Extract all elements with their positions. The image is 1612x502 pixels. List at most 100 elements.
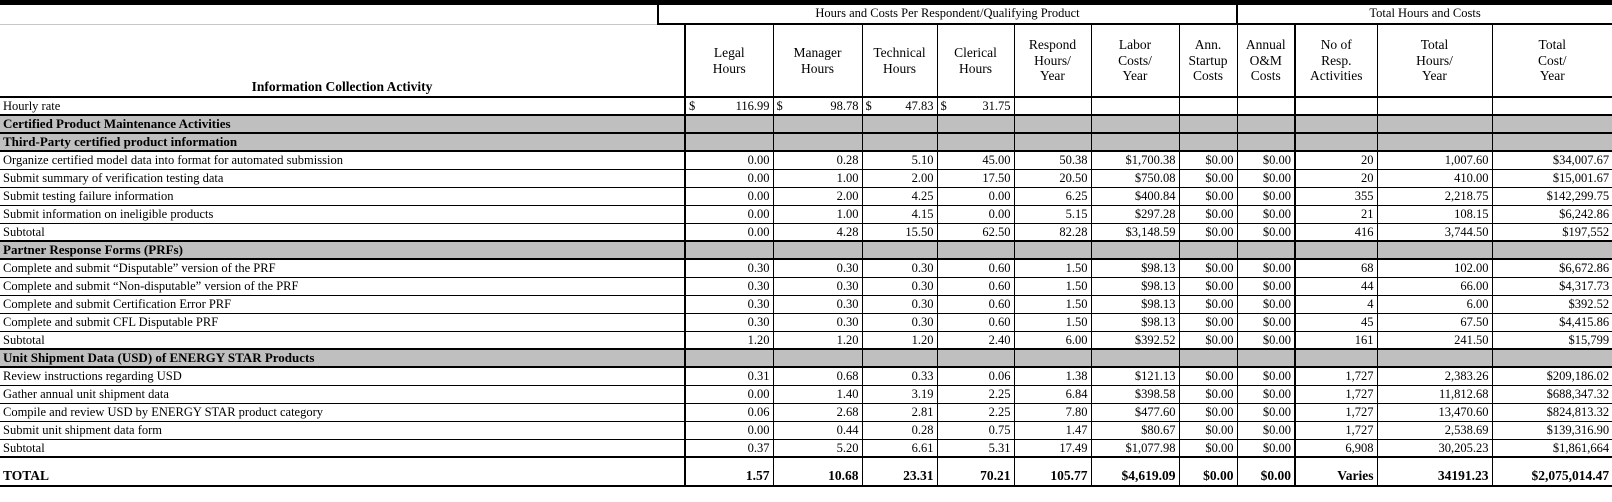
subsection-header-2-cell-1 (772, 349, 862, 368)
group-header-per-respondent: Hours and Costs Per Respondent/Qualifyin… (657, 5, 1237, 25)
activity-label: Submit testing failure information (0, 187, 685, 206)
table-row: Submit summary of verification testing d… (0, 169, 1612, 188)
top-rule (0, 0, 1612, 5)
activity-0-0-cell-8: 20 (1294, 151, 1377, 170)
subsection-header-2-cell-8 (1294, 349, 1377, 368)
subtotal-0-cell-8: 416 (1294, 223, 1377, 242)
activity-1-0-cell-2: 0.30 (861, 259, 937, 278)
burden-table: Hours and Costs Per Respondent/Qualifyin… (0, 0, 1612, 487)
subtotal-1-cell-5: $392.52 (1090, 331, 1179, 350)
grand-total-row: TOTAL 1.57 10.68 23.31 70.21 105.77 $4,619.09 $… (0, 464, 1612, 487)
subsection-header-2-cell-0 (684, 349, 773, 368)
table-row: Review instructions regarding USD 0.31 0.6… (0, 367, 1612, 386)
subsection-header-0-cell-9 (1376, 133, 1492, 152)
subtotal-label-1: Subtotal (0, 331, 685, 350)
column-header-row: Information Collection Activity Legal Hour… (0, 24, 1612, 98)
grand-total-cell-8: Varies (1294, 464, 1377, 487)
table-row: Gather annual unit shipment data 0.00 1.40… (0, 385, 1612, 404)
activity-1-1-cell-2: 0.30 (861, 277, 937, 296)
activity-1-1-cell-3: 0.60 (936, 277, 1014, 296)
column-header-1: Manager Hours (772, 24, 862, 98)
activity-0-2-cell-6: $0.00 (1178, 187, 1237, 206)
activity-0-0-cell-4: 50.38 (1013, 151, 1091, 170)
hourly-rate-row: Hourly rate $116.99 $98.78 $47.83 $31.75 (0, 97, 1612, 116)
activity-0-2-cell-7: $0.00 (1236, 187, 1295, 206)
column-header-4: Respond Hours/Year (1013, 24, 1091, 98)
subsection-header-0-cell-1 (772, 133, 862, 152)
hourly-rate-cell-0: $116.99 (684, 97, 773, 116)
subsection-header-0-cell-3 (936, 133, 1014, 152)
activity-2-2-cell-0: 0.06 (684, 403, 773, 422)
column-header-3: Clerical Hours (936, 24, 1014, 98)
activity-1-0-cell-6: $0.00 (1178, 259, 1237, 278)
activity-label: Complete and submit Certification Error … (0, 295, 685, 314)
activity-1-3-cell-8: 45 (1294, 313, 1377, 332)
subsection-header-1-cell-4 (1013, 241, 1091, 260)
activity-1-1-cell-10: $4,317.73 (1491, 277, 1612, 296)
activity-0-2-cell-10: $142,299.75 (1491, 187, 1612, 206)
total-spacer-cell-4 (1013, 457, 1091, 464)
subsection-header-0-cell-5 (1090, 133, 1179, 152)
hourly-rate-cell-5 (1090, 97, 1179, 116)
activity-label: Submit information on ineligible product… (0, 205, 685, 224)
hourly-rate-cell-1: $98.78 (772, 97, 862, 116)
subsection-title-0: Third-Party certified product informatio… (0, 133, 685, 152)
activity-0-1-cell-7: $0.00 (1236, 169, 1295, 188)
table-row: Compile and review USD by ENERGY STAR pr… (0, 403, 1612, 422)
activity-0-2-cell-4: 6.25 (1013, 187, 1091, 206)
activity-2-0-cell-8: 1,727 (1294, 367, 1377, 386)
hourly-rate-cell-4 (1013, 97, 1091, 116)
subtotal-1-cell-4: 6.00 (1013, 331, 1091, 350)
activity-0-0-cell-3: 45.00 (936, 151, 1014, 170)
subsection-header-row: Third-Party certified product informatio… (0, 133, 1612, 152)
activity-2-3-cell-3: 0.75 (936, 421, 1014, 440)
activity-1-0-cell-1: 0.30 (772, 259, 862, 278)
activity-1-3-cell-6: $0.00 (1178, 313, 1237, 332)
activity-1-3-cell-4: 1.50 (1013, 313, 1091, 332)
activity-1-1-cell-6: $0.00 (1178, 277, 1237, 296)
activity-0-1-cell-9: 410.00 (1376, 169, 1492, 188)
subsection-header-0-cell-4 (1013, 133, 1091, 152)
subtotal-1-cell-0: 1.20 (684, 331, 773, 350)
activity-2-0-cell-10: $209,186.02 (1491, 367, 1612, 386)
activity-0-3-cell-9: 108.15 (1376, 205, 1492, 224)
subsection-header-2-cell-10 (1491, 349, 1612, 368)
grand-total-cell-4: 105.77 (1013, 464, 1091, 487)
total-spacer-cell-7 (1236, 457, 1295, 464)
total-spacer-cell-3 (936, 457, 1014, 464)
activity-0-3-cell-0: 0.00 (684, 205, 773, 224)
activity-1-3-cell-7: $0.00 (1236, 313, 1295, 332)
activity-1-2-cell-2: 0.30 (861, 295, 937, 314)
activity-1-1-cell-5: $98.13 (1090, 277, 1179, 296)
activity-1-2-cell-6: $0.00 (1178, 295, 1237, 314)
activity-0-2-cell-0: 0.00 (684, 187, 773, 206)
activity-0-1-cell-8: 20 (1294, 169, 1377, 188)
activity-2-0-cell-5: $121.13 (1090, 367, 1179, 386)
column-header-activity: Information Collection Activity (0, 24, 685, 98)
activity-2-2-cell-2: 2.81 (861, 403, 937, 422)
activity-0-1-cell-0: 0.00 (684, 169, 773, 188)
group-header-totals: Total Hours and Costs (1235, 5, 1612, 25)
hourly-rate-cell-2: $47.83 (861, 97, 937, 116)
table-row: Complete and submit “Disputable” version… (0, 259, 1612, 278)
subsection-header-2-cell-5 (1090, 349, 1179, 368)
section-title: Certified Product Maintenance Activities (0, 114, 685, 134)
section-header-cell-3 (936, 114, 1014, 134)
activity-2-1-cell-7: $0.00 (1236, 385, 1295, 404)
grand-total-cell-9: 34191.23 (1376, 464, 1492, 487)
subtotal-0-cell-2: 15.50 (861, 223, 937, 242)
total-spacer-cell-10 (1491, 457, 1612, 464)
total-spacer-cell-1 (772, 457, 862, 464)
column-header-0: Legal Hours (684, 24, 773, 98)
subtotal-1-cell-6: $0.00 (1178, 331, 1237, 350)
subsection-header-1-cell-9 (1376, 241, 1492, 260)
activity-2-3-cell-1: 0.44 (772, 421, 862, 440)
column-header-2: Technical Hours (861, 24, 937, 98)
subsection-header-1-cell-3 (936, 241, 1014, 260)
hourly-rate-cell-9 (1376, 97, 1492, 116)
column-header-8: No of Resp. Activities (1294, 24, 1377, 98)
activity-1-2-cell-0: 0.30 (684, 295, 773, 314)
activity-0-2-cell-9: 2,218.75 (1376, 187, 1492, 206)
activity-0-2-cell-3: 0.00 (936, 187, 1014, 206)
